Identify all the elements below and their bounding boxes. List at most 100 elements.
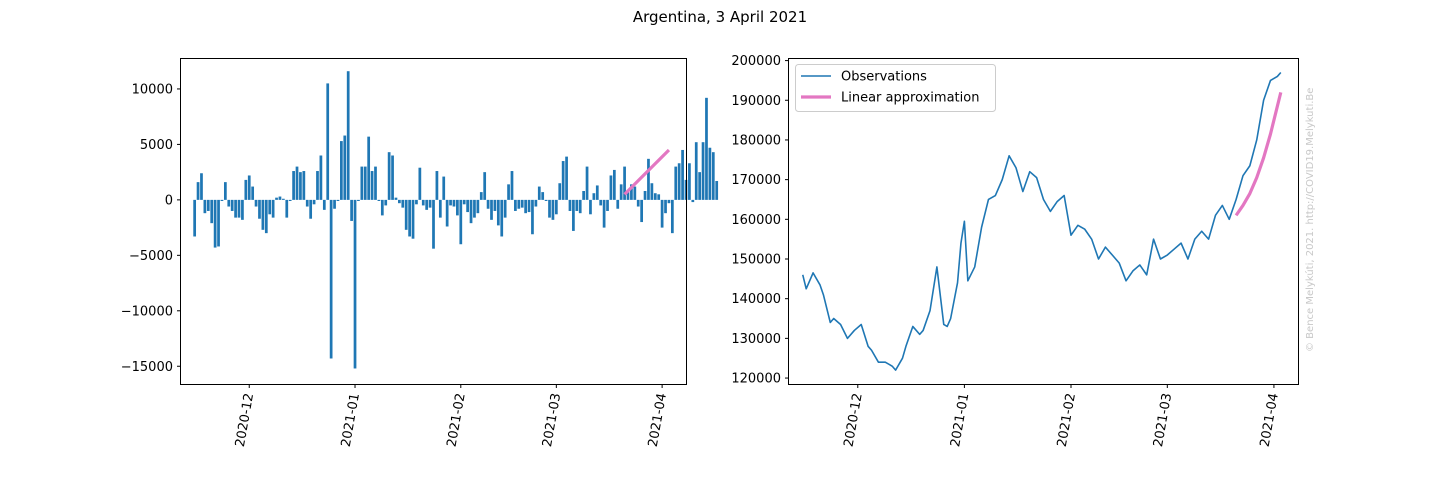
bar xyxy=(282,198,285,200)
legend-label-observations: Observations xyxy=(841,70,927,85)
bar xyxy=(544,199,548,201)
bar-series xyxy=(193,71,719,369)
bar xyxy=(500,199,504,237)
bar xyxy=(483,172,487,200)
bar xyxy=(442,176,446,200)
bar xyxy=(667,199,671,204)
bar xyxy=(698,172,702,200)
right-y-tick-label-190000: 190000 xyxy=(731,94,781,109)
bar xyxy=(705,97,708,200)
bar xyxy=(316,171,319,200)
bar xyxy=(360,166,364,200)
bar xyxy=(445,199,449,227)
observations-line xyxy=(801,71,1282,371)
bar xyxy=(404,199,408,230)
bar xyxy=(299,172,302,200)
bar xyxy=(517,199,521,209)
bar xyxy=(554,199,558,215)
bar xyxy=(340,141,343,200)
left-x-tick-label-2021-01: 2021-01 xyxy=(339,392,363,448)
bar xyxy=(688,163,691,200)
bar xyxy=(626,192,630,200)
legend: Observations Linear approximation xyxy=(795,64,996,112)
bar xyxy=(377,199,381,201)
bar xyxy=(534,199,538,207)
right-y-tick-label-200000: 200000 xyxy=(731,54,781,69)
left-x-tick-label-2021-04: 2021-04 xyxy=(646,392,670,448)
bar xyxy=(456,199,459,216)
bar xyxy=(612,169,616,200)
left-x-axis: 2020-12 2021-01 2021-02 2021-03 2021-04 xyxy=(233,384,670,448)
bar xyxy=(223,182,227,200)
bar xyxy=(592,193,596,200)
bar xyxy=(411,199,415,239)
bar xyxy=(387,152,391,200)
bar xyxy=(394,197,398,200)
bar xyxy=(599,199,603,206)
bar xyxy=(660,199,664,228)
bar xyxy=(241,199,244,220)
left-x-tick-label-2021-02: 2021-02 xyxy=(445,392,469,448)
bar xyxy=(537,186,541,200)
bar xyxy=(326,83,330,200)
bar xyxy=(606,199,609,211)
bar xyxy=(514,199,517,211)
bar xyxy=(329,199,333,359)
bar xyxy=(237,199,241,218)
right-y-tick-label-140000: 140000 xyxy=(731,292,781,307)
bar xyxy=(319,155,323,200)
bar xyxy=(217,199,220,247)
bar xyxy=(595,185,599,200)
bar xyxy=(473,199,476,218)
bar xyxy=(711,152,715,200)
left-axes-frame xyxy=(180,58,687,385)
bar xyxy=(343,135,347,200)
bar xyxy=(653,193,657,200)
bar xyxy=(374,166,377,200)
bar xyxy=(589,199,592,215)
bar xyxy=(636,199,640,207)
bar xyxy=(585,166,589,200)
bar xyxy=(425,199,429,210)
bar xyxy=(285,199,289,218)
watermark: © Bence Melykúti, 2021. http://COVID19.M… xyxy=(1304,88,1316,352)
bar xyxy=(623,166,626,200)
bar xyxy=(258,199,261,219)
left-y-tick-label--15000: −15000 xyxy=(121,360,173,375)
linear-approximation-series xyxy=(623,148,671,196)
bar xyxy=(346,71,350,200)
linear-approximation-curve xyxy=(1234,91,1283,217)
bar xyxy=(391,155,394,200)
bar xyxy=(496,199,500,226)
bar xyxy=(428,199,432,208)
left-y-tick-label--10000: −10000 xyxy=(121,304,173,319)
bar xyxy=(609,175,613,200)
bar xyxy=(244,179,248,200)
right-x-tick-label-2020-12: 2020-12 xyxy=(842,392,866,448)
bar xyxy=(357,199,360,201)
bar xyxy=(230,199,234,211)
bar xyxy=(681,149,684,200)
bar xyxy=(305,199,309,207)
bar xyxy=(640,199,644,223)
bar xyxy=(561,161,565,200)
bar xyxy=(452,199,456,207)
bar xyxy=(527,199,531,213)
bar xyxy=(415,199,418,205)
bar xyxy=(701,142,705,200)
bar xyxy=(670,199,674,234)
bar xyxy=(493,199,497,211)
bar xyxy=(490,199,493,220)
left-x-tick-label-2020-12: 2020-12 xyxy=(233,392,257,448)
bar xyxy=(469,199,473,224)
right-x-tick-label-2021-02: 2021-02 xyxy=(1055,392,1079,448)
bar xyxy=(565,156,568,200)
right-y-tick-label-150000: 150000 xyxy=(731,253,781,268)
bar xyxy=(380,199,384,216)
bar xyxy=(578,199,582,214)
right-y-axis: 200000 190000 180000 170000 160000 150000 1400… xyxy=(731,54,789,387)
bar xyxy=(582,190,585,200)
bar xyxy=(616,199,620,209)
bar xyxy=(677,163,681,200)
